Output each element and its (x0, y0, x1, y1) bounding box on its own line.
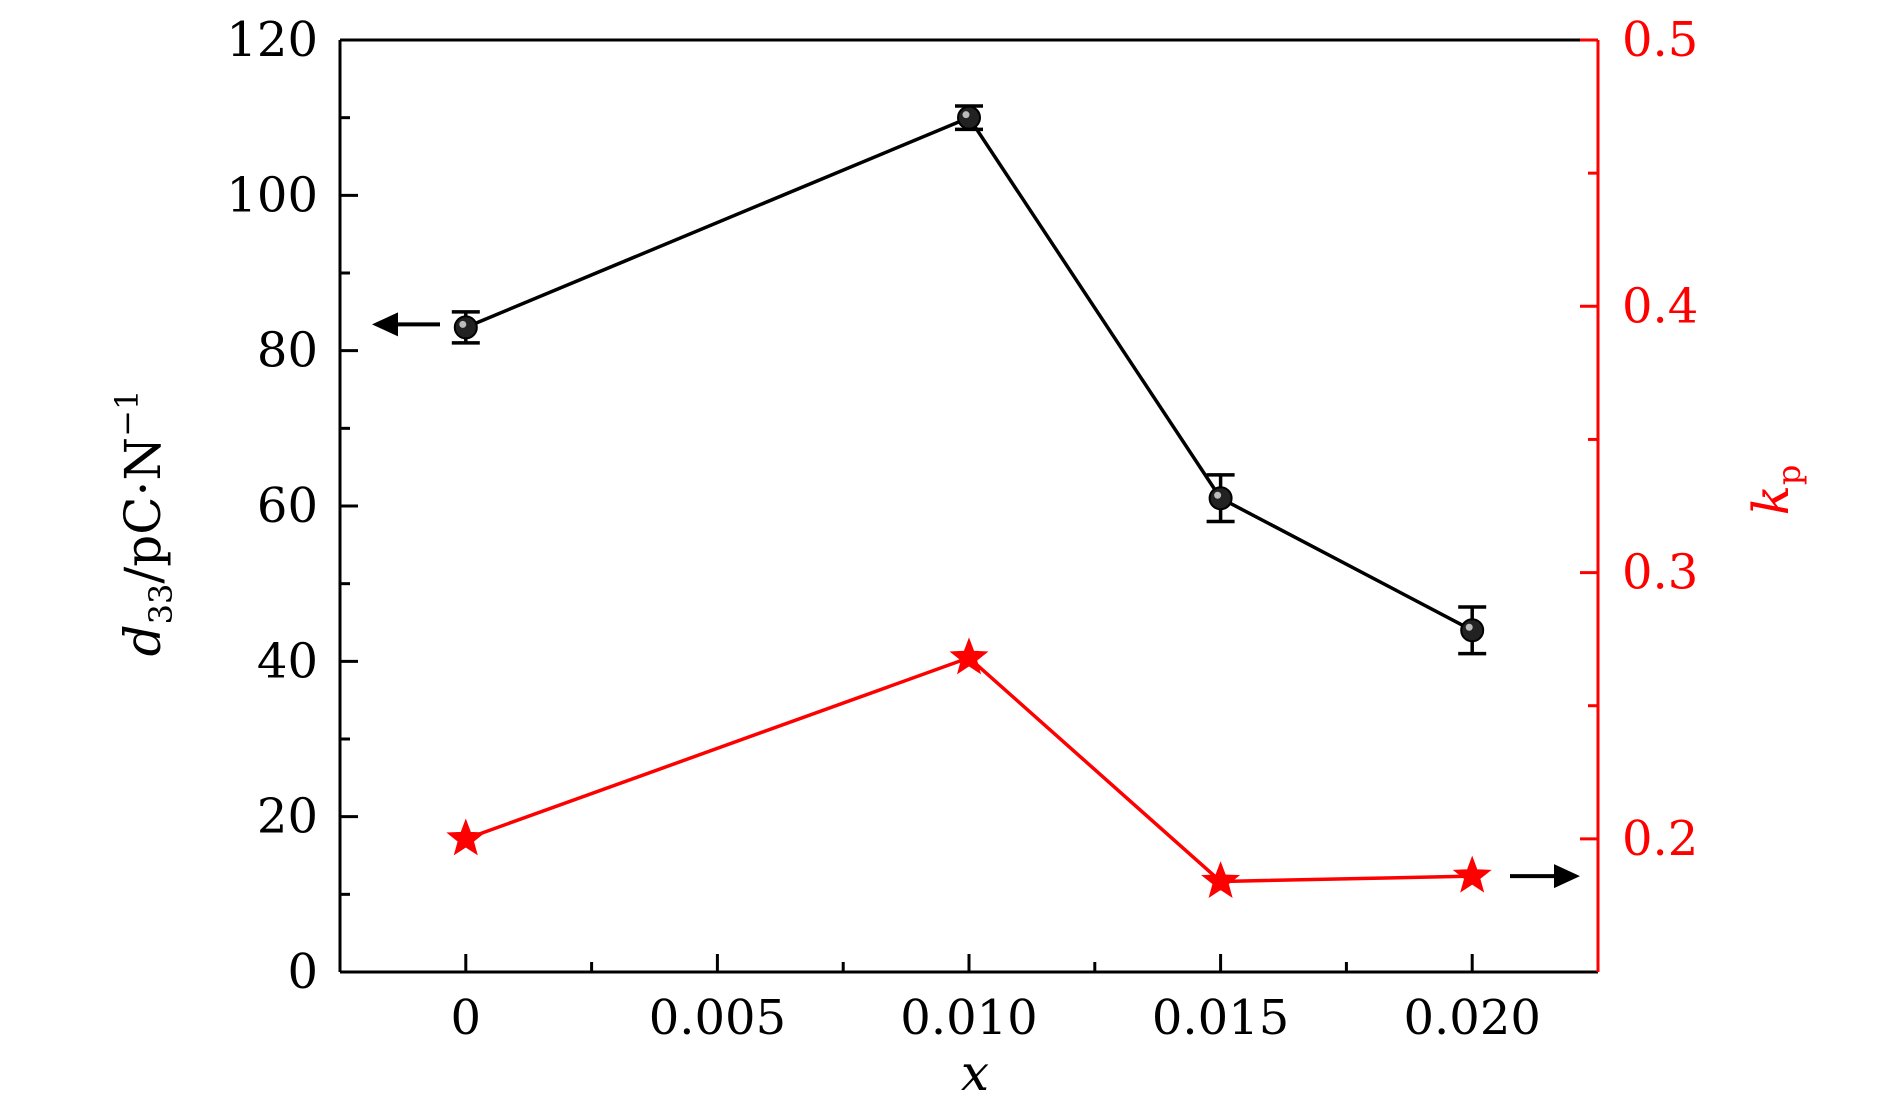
left-axis-title-main: d (114, 624, 172, 656)
data-point-circle (453, 315, 478, 340)
series-2-line (465, 656, 1473, 884)
plot-frame (338, 38, 1600, 974)
data-point-circle (1460, 618, 1485, 643)
right-axis-arrow-head (1554, 864, 1580, 889)
data-point-circle (957, 105, 981, 130)
left-tick-label: 60 (257, 478, 318, 534)
axes: 0 0.005 0.010 0.015 0.020 0 20 40 60 80 100 120 0.2 0… (226, 12, 1698, 1046)
left-tick-label: 80 (257, 323, 318, 379)
series-1-line (465, 115, 1474, 632)
right-axis-title: kp (1742, 465, 1808, 516)
data-point-highlight (1465, 623, 1473, 631)
x-tick-label: 0.015 (1152, 990, 1289, 1046)
data-point-star (1201, 861, 1241, 898)
left-tick-label: 20 (257, 789, 318, 845)
series (446, 104, 1492, 898)
data-point-highlight (1214, 491, 1222, 499)
left-axis-title-subscript: 33 (142, 584, 180, 625)
left-tick-label: 0 (287, 944, 318, 1000)
right-tick-label: 0.2 (1622, 811, 1698, 867)
left-tick-label: 40 (257, 633, 318, 689)
left-tick-label: 100 (226, 167, 318, 223)
left-tick-label: 120 (226, 12, 318, 68)
left-axis-title: d33/pC·N−1 (108, 390, 180, 657)
x-tick-label: 0 (451, 990, 482, 1046)
right-axis-title-subscript: p (1770, 465, 1808, 485)
x-tick-label: 0.005 (649, 990, 786, 1046)
x-axis-title: x (961, 1044, 989, 1102)
right-tick-label: 0.4 (1622, 278, 1698, 334)
data-point-star (1452, 855, 1492, 893)
right-tick-label: 0.5 (1622, 12, 1698, 68)
data-point-circle (1208, 486, 1233, 511)
right-tick-label: 0.3 (1622, 545, 1698, 601)
annotations (372, 312, 1580, 889)
data-point-highlight (459, 320, 467, 328)
left-axis-title-superscript: −1 (108, 390, 146, 437)
left-axis-arrow-head (372, 312, 398, 337)
data-point-star (446, 818, 486, 856)
right-axis-title-main: k (1742, 485, 1800, 515)
data-point-highlight (962, 111, 970, 119)
data-point-star (949, 637, 989, 675)
x-tick-label: 0.020 (1403, 990, 1540, 1046)
left-axis-title-unit: /pC·N (114, 437, 172, 584)
x-tick-label: 0.010 (900, 990, 1037, 1046)
